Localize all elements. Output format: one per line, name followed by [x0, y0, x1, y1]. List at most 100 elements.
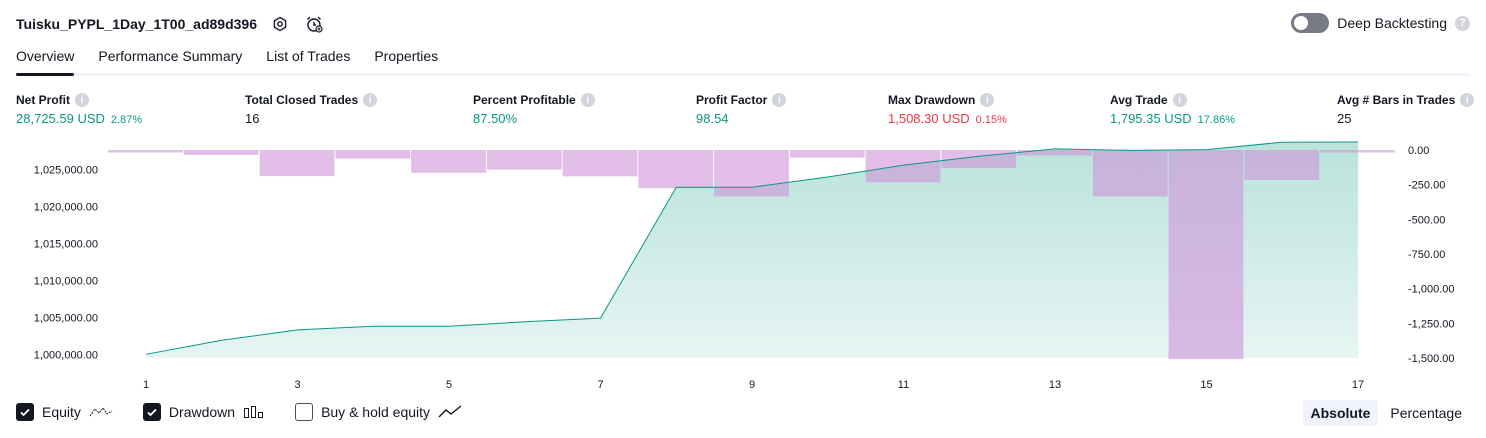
right-axis-tick: -1,500.00	[1408, 353, 1454, 365]
legend-equity-label: Equity	[42, 404, 81, 420]
equity-line	[145, 141, 1359, 355]
metric-percent: 0.15%	[975, 114, 1007, 126]
metric-value: 1,508.30 USD	[888, 111, 970, 126]
right-axis-tick: 0.00	[1408, 145, 1429, 157]
x-axis-tick: 17	[1352, 379, 1364, 391]
deep-backtesting-toggle[interactable]	[1291, 13, 1330, 33]
metric-max-drawdown: Max Drawdown i 1,508.30 USD 0.15%	[888, 93, 1007, 126]
metric-value: 98.54	[696, 111, 729, 126]
absolute-button[interactable]: Absolute	[1302, 400, 1379, 426]
drawdown-bar	[714, 150, 789, 197]
legend-drawdown[interactable]: Drawdown	[142, 403, 265, 421]
metric-percent: 17.86%	[1197, 114, 1235, 126]
metric-percent: 2.87%	[110, 114, 143, 126]
legend-buy-hold-label: Buy & hold equity	[321, 404, 431, 420]
left-axis-tick: 1,025,000.00	[34, 165, 98, 177]
right-axis-tick: -250.00	[1408, 180, 1445, 192]
left-axis-tick: 1,000,000.00	[34, 349, 98, 361]
metric-value: 87.50%	[473, 111, 518, 126]
metric-label: Profit Factor	[696, 93, 768, 107]
left-axis-tick: 1,005,000.00	[34, 312, 98, 324]
metric-label: Max Drawdown	[888, 93, 976, 107]
legend-equity[interactable]: Equity	[16, 403, 113, 421]
metric-label: Total Closed Trades	[245, 93, 359, 107]
metric-value: 16	[245, 111, 260, 126]
metric-avg-trade: Avg Trade i 1,795.35 USD 17.86%	[1110, 93, 1235, 126]
help-icon[interactable]: ?	[1455, 15, 1470, 31]
deep-backtesting-label: Deep Backtesting	[1337, 15, 1447, 31]
deep-backtesting: Deep Backtesting ?	[1291, 13, 1470, 33]
drawdown-bar	[335, 150, 411, 159]
tab-performance-summary[interactable]: Performance Summary	[98, 48, 243, 64]
drawdown-bar	[562, 150, 638, 177]
equity-checkbox[interactable]	[16, 403, 34, 421]
x-axis-tick: 5	[446, 379, 452, 391]
metric-value: 1,795.35 USD	[1110, 111, 1192, 126]
value-mode-switch: Absolute Percentage	[1302, 400, 1471, 426]
left-axis-tick: 1,015,000.00	[34, 238, 98, 250]
info-icon[interactable]: i	[75, 93, 89, 107]
x-axis-tick: 15	[1200, 379, 1212, 391]
drawdown-bar	[789, 150, 865, 158]
info-icon[interactable]: i	[980, 93, 995, 107]
drawdown-bar	[638, 150, 714, 189]
info-icon[interactable]: i	[1172, 93, 1187, 107]
drawdown-bar	[183, 150, 259, 155]
metric-profit-factor: Profit Factor i 98.54	[696, 93, 787, 126]
buy-hold-line-icon	[438, 405, 462, 418]
strategy-name: Tuisku_PYPL_1Day_1T00_ad89d396	[16, 16, 257, 32]
drawdown-bar	[1320, 150, 1395, 153]
tab-overview[interactable]: Overview	[16, 44, 75, 76]
chart-legend: Equity Drawdown Buy & hold equity	[16, 403, 462, 421]
tabs-divider	[16, 73, 1470, 76]
x-axis-tick: 7	[597, 379, 603, 391]
x-axis-tick: 11	[898, 379, 909, 391]
metric-value: 25	[1337, 111, 1352, 126]
metric-avg-bars: Avg # Bars in Trades i 25	[1337, 93, 1475, 126]
drawdown-bar	[865, 150, 941, 183]
drawdown-bar	[259, 150, 335, 177]
left-axis-tick: 1,010,000.00	[34, 275, 98, 287]
info-icon[interactable]: i	[363, 93, 378, 107]
info-icon[interactable]: i	[772, 93, 787, 107]
right-axis-tick: -1,250.00	[1408, 318, 1454, 330]
right-axis-tick: -1,000.00	[1408, 284, 1454, 296]
tab-bar: Overview Performance Summary List of Tra…	[16, 44, 438, 76]
drawdown-bar	[1092, 150, 1168, 197]
drawdown-bar	[1017, 150, 1092, 156]
metric-value: 28,725.59 USD	[16, 111, 105, 126]
right-axis-tick: -500.00	[1408, 214, 1445, 226]
tab-properties[interactable]: Properties	[374, 48, 439, 64]
x-axis-tick: 1	[143, 379, 149, 391]
drawdown-bar	[1244, 150, 1320, 180]
drawdown-bars-icon	[244, 406, 264, 418]
drawdown-checkbox[interactable]	[142, 403, 161, 421]
add-alert-icon[interactable]	[303, 13, 325, 35]
drawdown-bar	[1168, 150, 1244, 360]
equity-drawdown-chart[interactable]: 1,000,000.00 1,005,000.00 1,010,000.00 1,01…	[0, 140, 1486, 395]
left-axis-tick: 1,020,000.00	[34, 202, 98, 214]
x-axis-tick: 9	[749, 379, 755, 391]
equity-area	[146, 142, 1358, 358]
legend-buy-hold[interactable]: Buy & hold equity	[295, 403, 462, 421]
header: Tuisku_PYPL_1Day_1T00_ad89d396	[16, 12, 325, 36]
buy-hold-checkbox[interactable]	[295, 403, 314, 421]
metric-percent-profitable: Percent Profitable i 87.50%	[473, 93, 595, 126]
metric-label: Avg Trade	[1110, 93, 1168, 107]
drawdown-bar	[108, 150, 183, 153]
drawdown-bar	[486, 150, 562, 170]
drawdown-bar	[411, 150, 486, 173]
metric-net-profit: Net Profit i 28,725.59 USD 2.87%	[16, 93, 142, 126]
metric-label: Percent Profitable	[473, 93, 576, 107]
tab-list-of-trades[interactable]: List of Trades	[266, 48, 351, 64]
info-icon[interactable]: i	[580, 93, 595, 107]
x-axis-tick: 13	[1049, 379, 1061, 391]
metric-label: Avg # Bars in Trades	[1337, 93, 1456, 107]
equity-line-icon	[89, 407, 113, 417]
info-icon[interactable]: i	[1460, 93, 1475, 107]
right-axis-tick: -750.00	[1408, 249, 1445, 261]
x-axis-tick: 3	[294, 379, 300, 391]
percentage-button[interactable]: Percentage	[1390, 405, 1462, 421]
metric-label: Net Profit	[16, 93, 70, 107]
settings-icon[interactable]	[269, 13, 291, 35]
